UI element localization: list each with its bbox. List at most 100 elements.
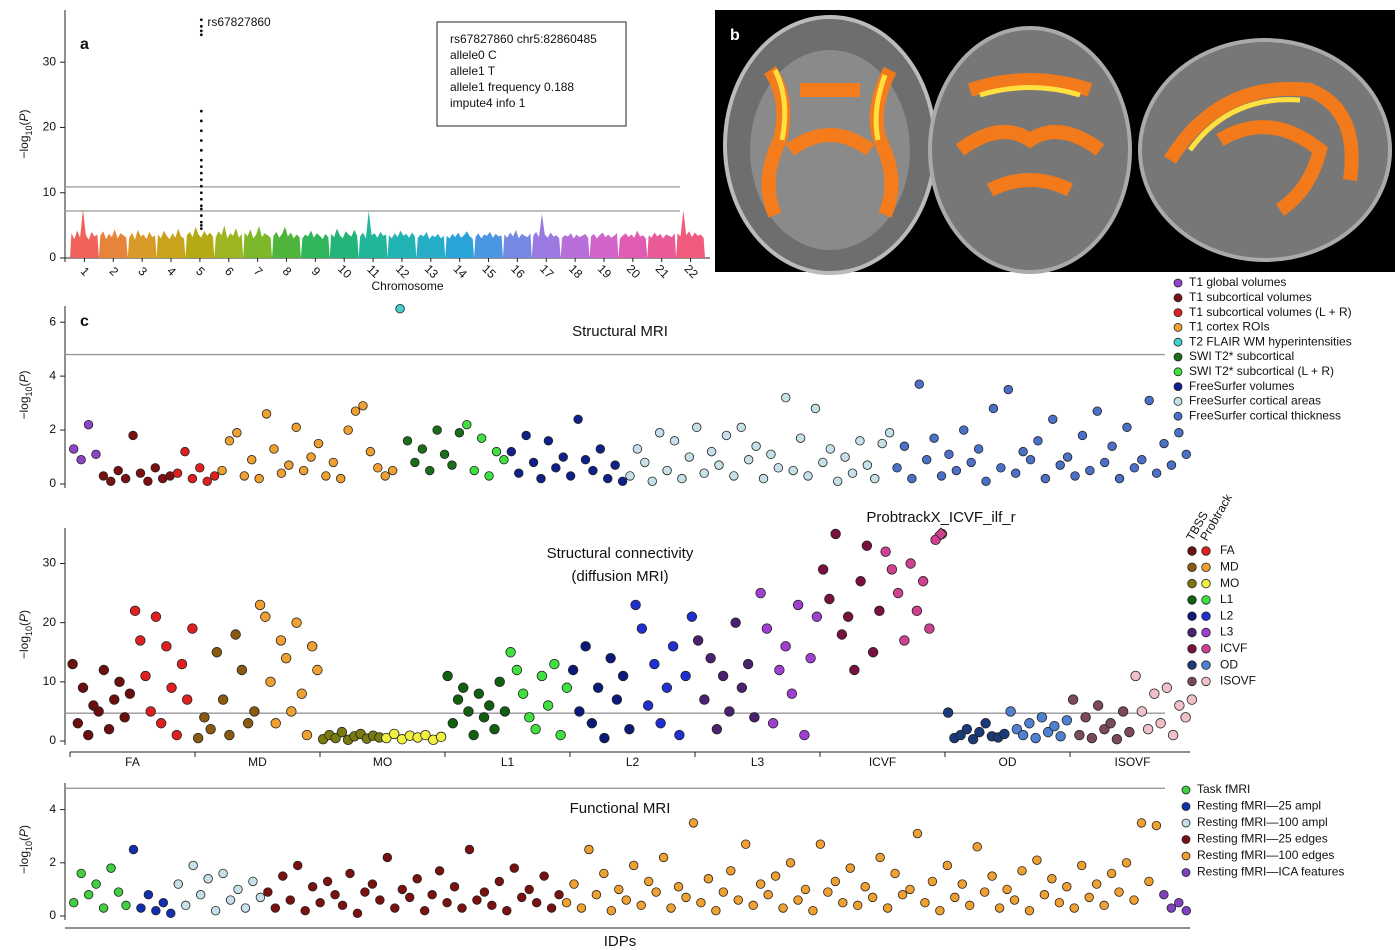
legend-label: SWI T2* subcortical (L + R) (1189, 364, 1334, 378)
point (1125, 727, 1135, 737)
point (818, 565, 828, 575)
legend-swatch (1174, 294, 1182, 302)
y-label-part: 10 (24, 626, 34, 636)
point (398, 885, 407, 894)
point (752, 442, 761, 451)
point (762, 624, 772, 634)
point (540, 872, 549, 881)
chromosome-signal (532, 214, 561, 258)
point (891, 869, 900, 878)
y-tick-label: 10 (43, 185, 57, 199)
hit-label: rs67827860 (207, 15, 271, 29)
legend-swatch (1202, 645, 1211, 654)
point (812, 612, 822, 622)
point (741, 840, 750, 849)
point (218, 695, 228, 705)
point (463, 420, 472, 429)
x-tick-label: 11 (364, 262, 383, 281)
point (900, 636, 910, 646)
point (1100, 901, 1109, 910)
point (107, 864, 116, 873)
point (537, 671, 547, 681)
point (1048, 415, 1057, 424)
point (868, 893, 877, 902)
point (465, 845, 474, 854)
legend-swatch (1188, 628, 1197, 637)
point (413, 874, 422, 883)
legend-swatch (1188, 645, 1197, 654)
point (862, 541, 872, 551)
point (188, 624, 198, 634)
panel-label: b (730, 27, 740, 44)
chromosome-signal (416, 232, 445, 258)
info-line: rs67827860 chr5:82860485 (450, 32, 597, 46)
point (99, 904, 108, 913)
point (744, 455, 753, 464)
point (500, 707, 510, 717)
point (819, 458, 828, 467)
chromosome-signal (561, 233, 590, 258)
point (99, 665, 109, 675)
legend-swatch (1174, 397, 1182, 405)
chromosome-signal (676, 210, 705, 258)
info-line: allele1 T (450, 64, 496, 78)
point (727, 866, 736, 875)
chromosome-signal (272, 227, 301, 258)
x-tick-label: 9 (309, 264, 324, 279)
point (271, 718, 281, 728)
point (277, 469, 286, 478)
point (1130, 464, 1139, 473)
point (587, 718, 597, 728)
point (1075, 730, 1085, 740)
point (570, 880, 579, 889)
point (129, 845, 138, 854)
point (652, 888, 661, 897)
legend-label: T1 cortex ROIs (1189, 320, 1270, 334)
hit-point (200, 110, 203, 113)
point (592, 890, 601, 899)
point (662, 683, 672, 693)
point (913, 829, 922, 838)
point (1131, 671, 1141, 681)
point (771, 872, 780, 881)
point (1063, 882, 1072, 891)
legend-label: Resting fMRI—100 edges (1197, 848, 1334, 862)
point (1033, 856, 1042, 865)
point (1108, 442, 1117, 451)
legend-swatch (1202, 579, 1211, 588)
point (781, 642, 791, 652)
legend-label: FreeSurfer volumes (1189, 379, 1294, 393)
point (1137, 455, 1146, 464)
point (787, 689, 797, 699)
x-tick-label: 5 (193, 264, 208, 279)
point (876, 853, 885, 862)
legend-swatch (1188, 661, 1197, 670)
point (181, 447, 190, 456)
chromosome-signal (243, 226, 272, 258)
point (945, 450, 954, 459)
point (529, 458, 538, 467)
point (121, 474, 130, 483)
point (448, 461, 457, 470)
point (824, 888, 833, 897)
point (210, 472, 219, 481)
point (850, 665, 860, 675)
x-tick-label: FA (125, 755, 140, 769)
point (697, 898, 706, 907)
point (1087, 733, 1097, 743)
point (900, 442, 909, 451)
point (715, 461, 724, 470)
point (77, 455, 86, 464)
point (470, 466, 479, 475)
point (329, 458, 338, 467)
x-tick-label: 1 (78, 264, 93, 279)
hit-point (200, 120, 203, 123)
legend-label: L1 (1220, 592, 1234, 606)
legend-swatch (1174, 323, 1182, 331)
legend-label: T1 subcortical volumes (L + R) (1189, 305, 1352, 319)
point (464, 707, 474, 717)
point (203, 477, 212, 486)
point (625, 724, 635, 734)
point (240, 472, 249, 481)
point (1019, 447, 1028, 456)
